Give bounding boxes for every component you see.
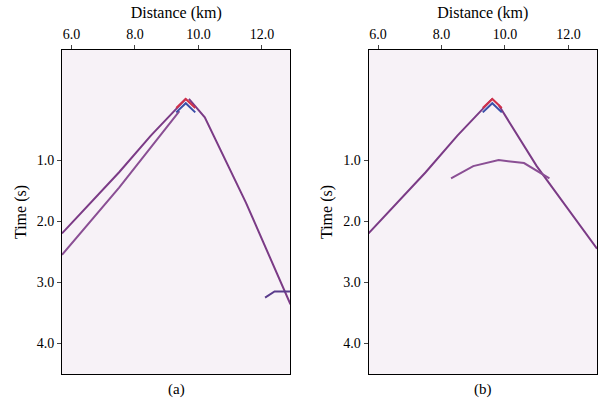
svg-text:3.0: 3.0 (343, 275, 361, 290)
svg-text:12.0: 12.0 (556, 27, 581, 42)
svg-text:8.0: 8.0 (126, 27, 144, 42)
svg-text:Distance (km): Distance (km) (131, 4, 222, 22)
svg-text:12.0: 12.0 (250, 27, 275, 42)
svg-text:1.0: 1.0 (37, 153, 55, 168)
svg-text:2.0: 2.0 (37, 214, 55, 229)
svg-text:Time (s): Time (s) (12, 185, 30, 239)
svg-text:6.0: 6.0 (63, 27, 81, 42)
svg-text:4.0: 4.0 (37, 336, 55, 351)
svg-text:Time (s): Time (s) (318, 185, 336, 239)
svg-text:8.0: 8.0 (433, 27, 451, 42)
svg-text:6.0: 6.0 (369, 27, 387, 42)
svg-text:1.0: 1.0 (343, 153, 361, 168)
svg-text:2.0: 2.0 (343, 214, 361, 229)
svg-text:4.0: 4.0 (343, 336, 361, 351)
svg-text:(b): (b) (474, 381, 492, 398)
svg-text:10.0: 10.0 (186, 27, 211, 42)
svg-text:3.0: 3.0 (37, 275, 55, 290)
svg-text:10.0: 10.0 (493, 27, 518, 42)
svg-text:(a): (a) (168, 381, 185, 398)
svg-text:Distance (km): Distance (km) (437, 4, 528, 22)
